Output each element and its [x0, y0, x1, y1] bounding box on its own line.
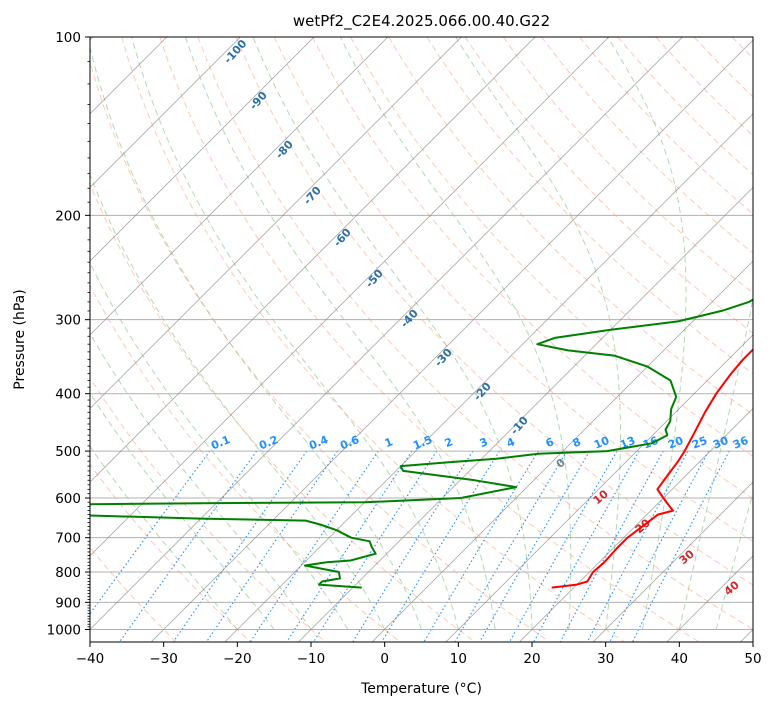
mixing-ratio-line: [249, 450, 379, 642]
y-tick-label: 200: [55, 208, 81, 224]
moist-adiabat-line: [90, 332, 312, 630]
mixing-ratio-line: [533, 450, 640, 642]
mixing-ratio-label: 8: [571, 435, 583, 450]
dry-adiabat-line: [159, 37, 700, 642]
moist-adiabat-line: [252, 37, 533, 630]
dry-adiabat-line: [464, 37, 753, 334]
moist-adiabat-line: [715, 491, 753, 630]
mixing-ratio-label: 25: [690, 434, 709, 452]
x-tick-label: −10: [297, 651, 326, 667]
dewpoint-profile-line: [90, 298, 753, 589]
mixing-ratio-label: 30: [711, 434, 730, 452]
x-tick-label: −30: [149, 651, 178, 667]
isotherm-line: [519, 407, 753, 642]
chart-title: wetPf2_C2E4.2025.066.00.40.G22: [293, 12, 550, 31]
moist-adiabat-line: [90, 392, 275, 630]
isotherm-line: [90, 37, 536, 483]
x-tick-label: 30: [597, 651, 614, 667]
mixing-ratio-line: [586, 450, 689, 642]
y-tick-label: 800: [55, 565, 81, 581]
plot-frame: [89, 36, 754, 643]
mixing-ratio-line: [509, 450, 618, 642]
x-tick-label: 50: [744, 651, 761, 667]
isotherm-line: [445, 334, 753, 642]
y-tick-label: 300: [55, 313, 81, 329]
moist-adiabat-line: [678, 295, 753, 630]
isotherm-line: [90, 37, 683, 631]
mixing-ratio-label: 2: [443, 435, 455, 450]
dry-adiabat-line: [121, 37, 625, 642]
isotherm-line: [90, 37, 315, 262]
mixing-ratio-label: 3: [478, 435, 490, 450]
y-tick-label: 1000: [47, 622, 81, 638]
moist-adiabat-line: [455, 37, 621, 630]
dry-adiabat-line: [90, 376, 327, 642]
moist-adiabat-line: [90, 45, 422, 630]
x-axis-label: Temperature (°C): [360, 681, 482, 697]
isotherm-line: [90, 37, 389, 336]
moist-adiabats: [90, 37, 753, 630]
mixing-ratio-label: 10: [592, 434, 611, 452]
x-tick-label: 10: [450, 651, 467, 667]
y-tick-label: 500: [55, 444, 81, 460]
moist-adiabat-line: [90, 445, 238, 630]
mixing-ratio-line: [205, 450, 338, 642]
isotherm-line: [150, 39, 753, 642]
x-axis: −40 −30 −20 −10 0 10 20 30 40 50: [76, 642, 762, 667]
y-tick-label: 400: [55, 387, 81, 403]
moist-adiabat-line: [607, 37, 687, 630]
mixing-ratio-line: [90, 450, 211, 615]
mixing-ratio-label: 36: [731, 434, 750, 452]
y-tick-label: 700: [55, 531, 81, 547]
mixing-ratio-line: [172, 450, 308, 642]
moist-adiabat-line: [339, 37, 572, 630]
y-tick-label: 100: [55, 30, 81, 46]
isotherm-line: [592, 481, 753, 642]
dry-adiabat-line: [90, 463, 252, 642]
x-tick-label: 20: [523, 651, 540, 667]
moist-adiabat-line: [131, 37, 459, 630]
dry-adiabat-line: [426, 37, 753, 375]
mixing-ratio-line: [286, 450, 413, 642]
x-tick-label: 40: [671, 651, 688, 667]
x-tick-label: −40: [76, 651, 105, 667]
isotherm-line: [90, 37, 462, 410]
pressure-gridlines: [90, 37, 753, 630]
x-tick-label: 0: [380, 651, 389, 667]
y-axis: 100 200 300 400 500 600 700 800 900 1000: [47, 30, 90, 638]
skewed-isotherms: [90, 37, 753, 642]
moist-adiabat-line: [90, 261, 349, 630]
y-tick-label: 600: [55, 491, 81, 507]
dry-adiabat-line: [197, 37, 753, 630]
profile-series: [90, 298, 753, 589]
dry-adiabat-line: [311, 37, 753, 500]
temperature-profile-line: [551, 348, 753, 589]
mixing-ratio-label: 20: [666, 434, 685, 452]
mixing-ratio-line: [479, 450, 591, 642]
y-axis-label: Pressure (hPa): [12, 289, 28, 389]
y-tick-label: 900: [55, 595, 81, 611]
dry-adiabat-line: [235, 37, 753, 586]
isotherm-line: [371, 260, 753, 642]
isotherm-line: [298, 186, 753, 642]
dry-adiabat-line: [90, 60, 551, 642]
mixing-ratio-label: 1: [383, 435, 395, 450]
mixing-ratio-line: [632, 450, 730, 642]
isotherm-line: [224, 113, 753, 642]
isotherm-line: [90, 37, 610, 557]
moist-adiabat-line: [90, 173, 386, 630]
x-tick-label: −20: [223, 651, 252, 667]
plot-area: -100-90-80-70-60-50-40-30-20-100.1 0.2 0.4…: [90, 37, 753, 642]
mixing-ratio-line: [609, 450, 709, 642]
moist-adiabat-line: [184, 37, 496, 630]
isotherm-line: [90, 37, 241, 189]
dry-adiabat-line: [90, 182, 476, 642]
